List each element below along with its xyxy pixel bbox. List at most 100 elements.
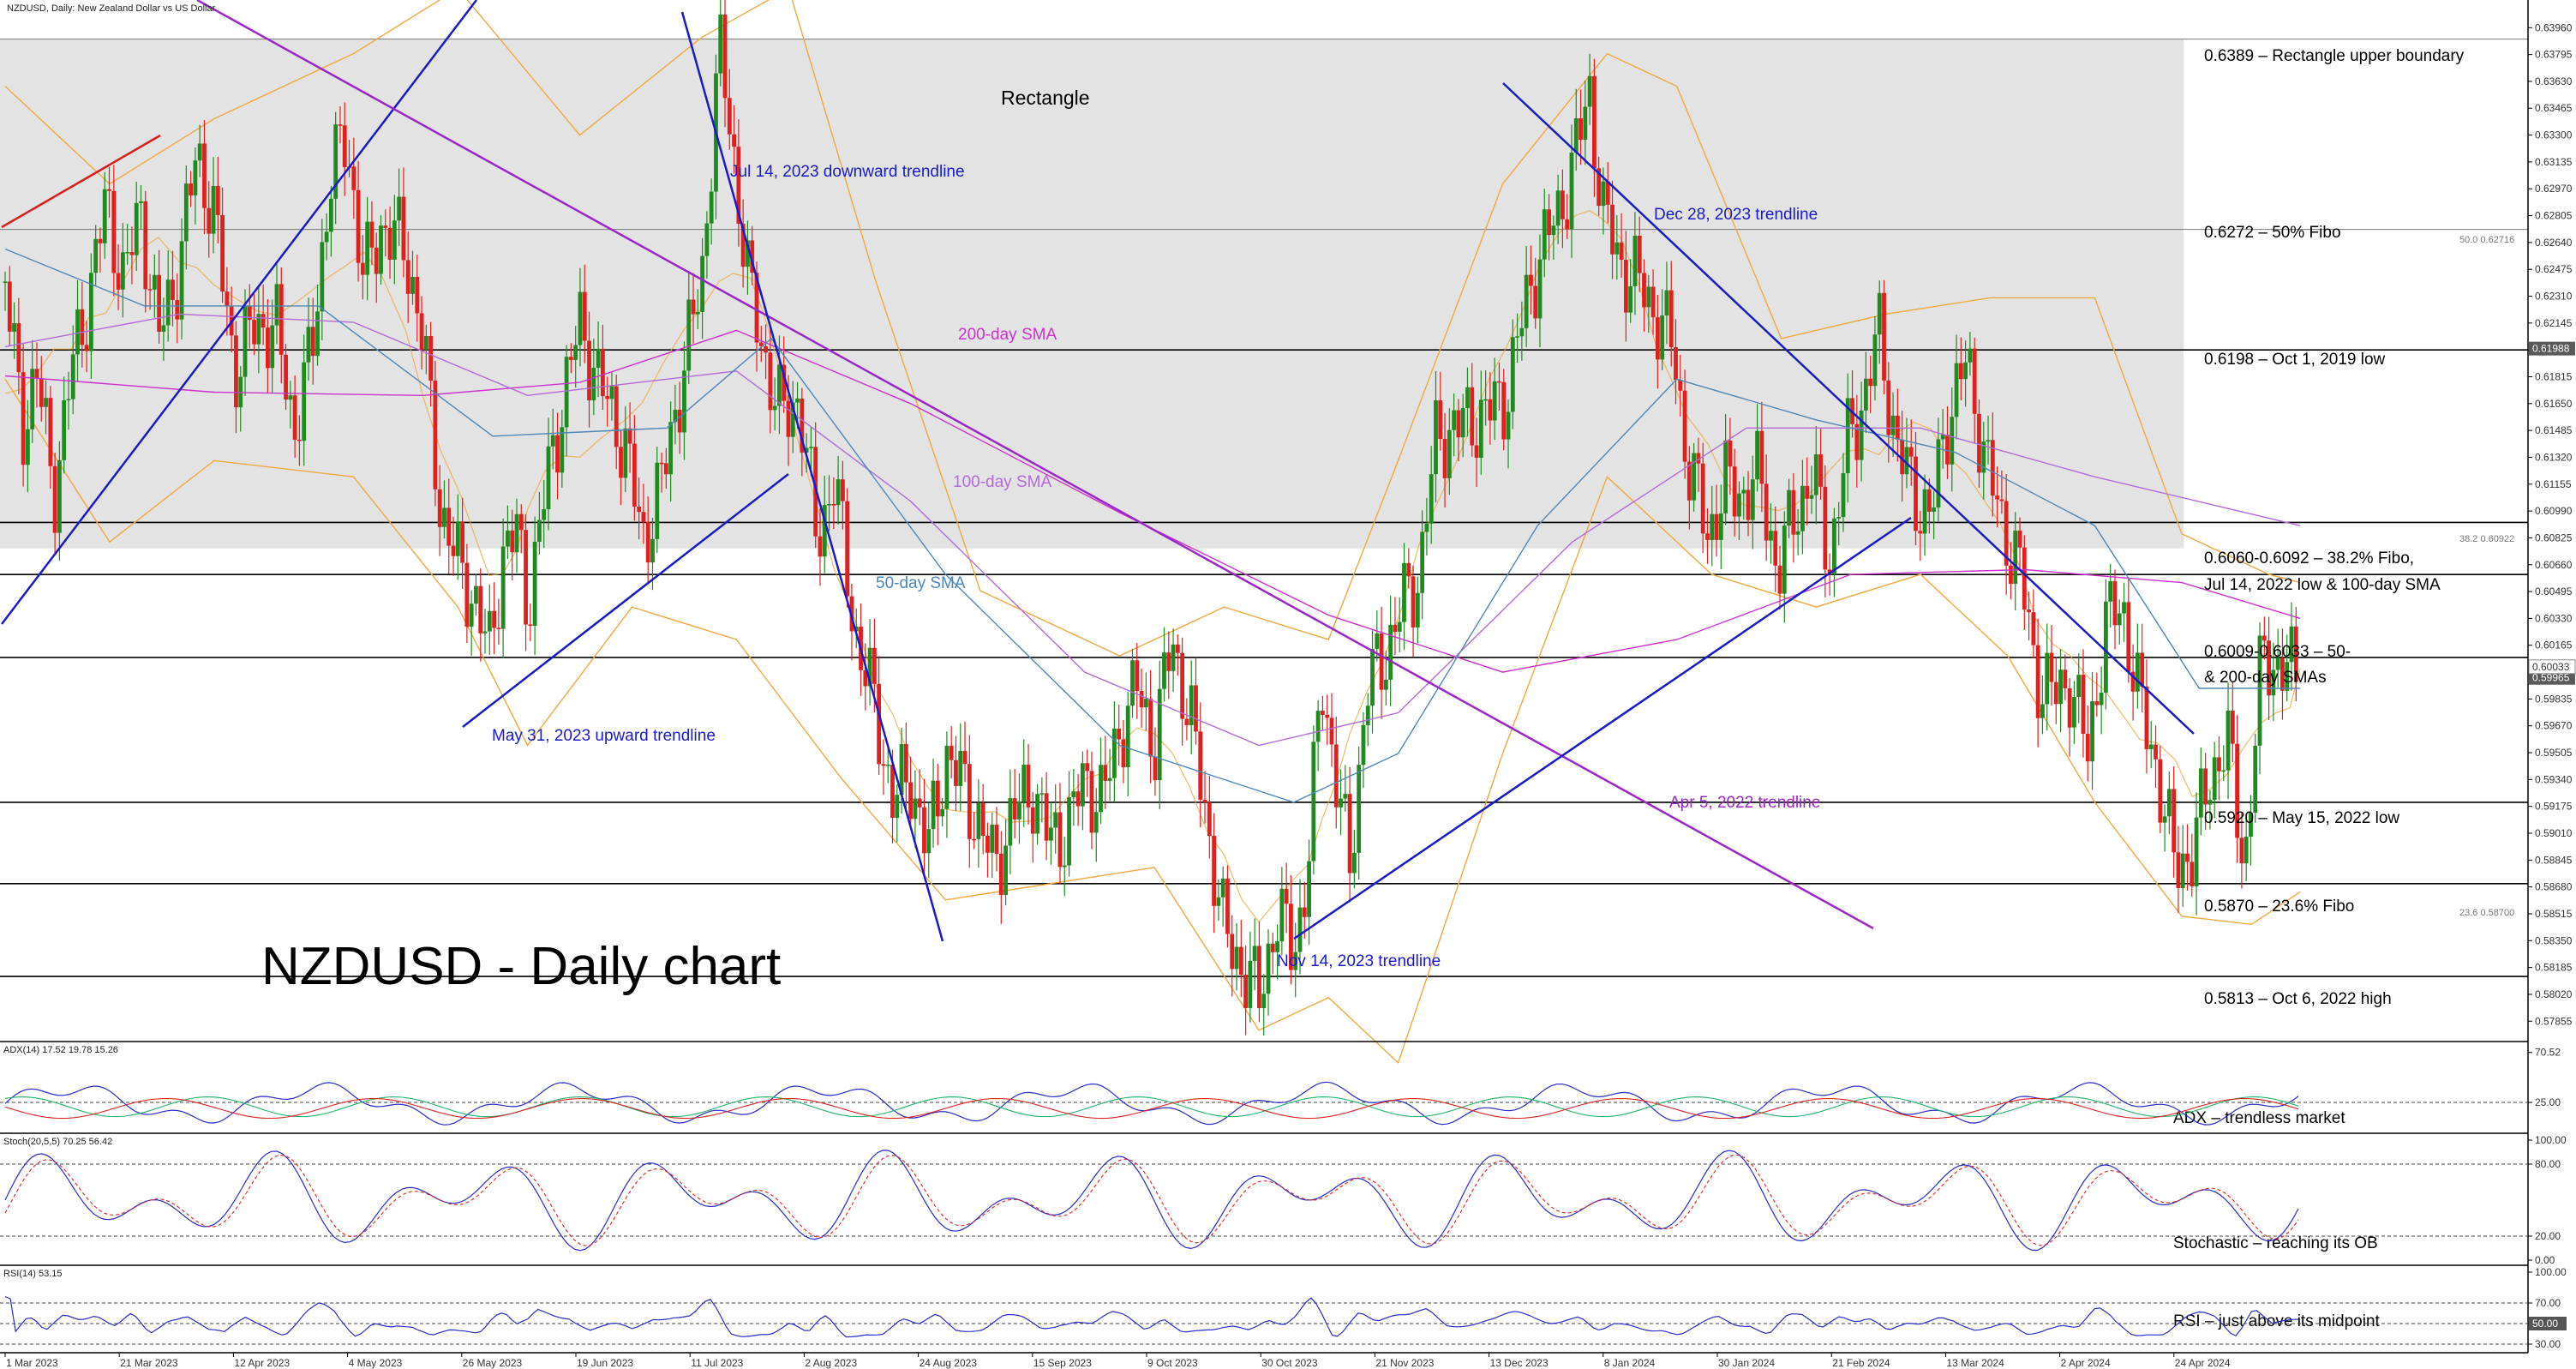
- price-tick-label: 0.60825: [2535, 531, 2573, 543]
- candle-body: [722, 14, 728, 99]
- candle-body: [542, 509, 547, 520]
- candle-body: [704, 223, 710, 256]
- candle-body: [1591, 75, 1597, 169]
- candle-body: [600, 348, 605, 397]
- candle-body: [1099, 765, 1103, 813]
- candle-body: [560, 427, 565, 473]
- fibo-tag-382: 38.2 0.60922: [2459, 534, 2514, 544]
- candle-body: [2085, 734, 2090, 762]
- price-tick-label: 0.58680: [2535, 881, 2573, 893]
- candle-body: [740, 223, 746, 267]
- candle-body: [57, 459, 62, 533]
- candle-body: [605, 396, 610, 399]
- candle-body: [1836, 517, 1842, 519]
- candle-body: [433, 381, 438, 489]
- date-label: 21 Nov 2023: [1375, 1357, 1434, 1369]
- candle-body: [931, 780, 936, 830]
- trendline-mar2023-up: [1, 0, 477, 625]
- candle-body: [102, 189, 107, 243]
- candle-body: [1569, 153, 1574, 230]
- moving-averages: [4, 248, 2301, 803]
- candle-body: [1623, 260, 1628, 313]
- price-tick-label: 0.61815: [2535, 370, 2573, 382]
- candle-body: [686, 299, 692, 371]
- price-tick-label: 0.59010: [2535, 827, 2573, 839]
- indicator-panels: ADX(14) 17.52 19.78 15.26 Stoch(20,5,5) …: [0, 1041, 2567, 1354]
- candle-body: [3, 281, 8, 283]
- level-label-50fibo: 0.6272 – 50% Fibo: [2204, 224, 2341, 242]
- candle-body: [1143, 699, 1148, 708]
- candle-body: [21, 372, 26, 465]
- candle-body: [1918, 531, 1923, 534]
- candle-body: [1148, 699, 1153, 757]
- candle-body: [360, 262, 365, 275]
- date-label: 13 Dec 2023: [1490, 1357, 1549, 1369]
- candle-body: [2108, 581, 2113, 602]
- candle-body: [247, 305, 252, 321]
- candle-body: [1121, 739, 1126, 767]
- candle-body: [1284, 888, 1289, 904]
- candle-body: [1379, 633, 1384, 690]
- candle-body: [1125, 706, 1130, 767]
- candle-body: [2081, 675, 2086, 735]
- candle-body: [1547, 209, 1551, 236]
- price-tick-label: 0.63135: [2535, 156, 2573, 168]
- candle-body: [496, 627, 501, 629]
- candle-body: [410, 276, 415, 294]
- candle-body: [2027, 609, 2031, 613]
- candle-body: [564, 357, 569, 428]
- candle-body: [1664, 290, 1669, 315]
- candle-body: [949, 745, 954, 760]
- price-tick-label: 0.62145: [2535, 317, 2573, 329]
- candle-body: [401, 196, 406, 261]
- candle-body: [954, 760, 958, 786]
- candle-body: [845, 501, 850, 597]
- candle-body: [655, 462, 660, 539]
- candle-body: [2185, 853, 2190, 862]
- candle-body: [2130, 671, 2136, 692]
- candle-body: [12, 323, 16, 332]
- sma100-line: [4, 313, 2301, 747]
- sma200-label: 200-day SMA: [958, 326, 1057, 344]
- candle-body: [2035, 645, 2040, 718]
- date-label: 1 Mar 2023: [6, 1357, 58, 1369]
- candle-body: [582, 291, 587, 341]
- stoch-note: Stochastic – reaching its OB: [2173, 1234, 2378, 1252]
- candle-body: [437, 489, 442, 527]
- candle-body: [1614, 242, 1620, 255]
- candle-body: [1877, 292, 1882, 335]
- candle-body: [1075, 791, 1081, 807]
- level-label-382fibo: 0.6060-0.6092 – 38.2% Fibo,: [2204, 549, 2414, 567]
- candle-body: [1044, 793, 1049, 841]
- adx-note: ADX – trendless market: [2173, 1109, 2345, 1127]
- sma200-line: [4, 329, 2301, 673]
- candle-body: [1216, 897, 1221, 906]
- candle-body: [1773, 531, 1778, 566]
- candle-body: [446, 507, 452, 546]
- candle-body: [1655, 317, 1660, 360]
- date-label: 24 Aug 2023: [920, 1357, 978, 1369]
- level-label-382fibo-line2: Jul 14, 2022 low & 100-day SMA: [2204, 576, 2441, 594]
- candle-body: [292, 395, 297, 440]
- date-label: 21 Feb 2024: [1832, 1357, 1890, 1369]
- candle-body: [2112, 581, 2118, 626]
- candle-body: [125, 252, 130, 254]
- candle-body: [1289, 904, 1293, 970]
- stoch-d-line: [4, 1154, 2299, 1246]
- candle-body: [171, 279, 175, 301]
- candle-body: [1026, 765, 1031, 808]
- candle-body: [1818, 454, 1823, 487]
- candle-body: [890, 765, 895, 818]
- candle-body: [645, 521, 650, 563]
- bollinger-lower: [4, 378, 2301, 1064]
- candle-body: [2289, 626, 2294, 663]
- candle-body: [134, 202, 139, 255]
- trendline-apr5-2022: [196, 0, 1874, 930]
- candle-body: [863, 669, 868, 687]
- candle-body: [88, 273, 93, 351]
- candle-body: [1700, 463, 1705, 534]
- candle-body: [962, 750, 967, 765]
- candle-body: [1510, 337, 1515, 412]
- candle-body: [39, 378, 44, 407]
- candle-body: [1610, 204, 1614, 255]
